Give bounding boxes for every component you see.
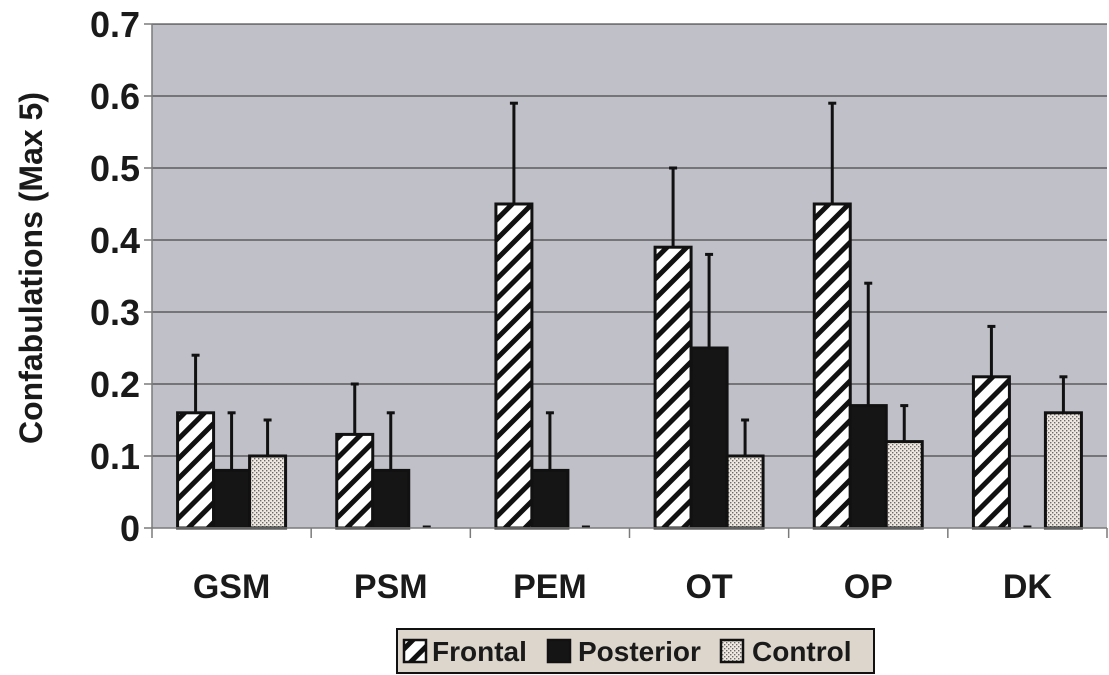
legend-swatch-frontal (402, 638, 428, 664)
bar-control-ot (725, 454, 765, 530)
x-tick-label: GSM (193, 568, 270, 606)
bar-frontal-dk (971, 375, 1011, 530)
legend: Frontal Posterior Control (396, 628, 875, 674)
bar-frontal-ot (653, 245, 693, 530)
bar-frontal-gsm (176, 411, 216, 530)
bar-posterior-op (848, 404, 888, 530)
bar-control-op (884, 440, 924, 530)
y-tick-label: 0.1 (90, 436, 140, 477)
y-tick-labels: 0 0.1 0.2 0.3 0.4 0.5 0.6 0.7 (90, 4, 140, 549)
bar-posterior-pem (530, 468, 570, 530)
plot-area (152, 24, 1107, 528)
bars-layer (176, 202, 1083, 530)
legend-label-control: Control (752, 636, 852, 667)
y-tick-label: 0.7 (90, 4, 140, 45)
x-tick-label: OP (844, 568, 893, 606)
y-axis-title: Confabulations (Max 5) (13, 92, 49, 444)
gridlines (152, 23, 1107, 457)
y-tick-label: 0.3 (90, 292, 140, 333)
legend-box (396, 628, 875, 674)
x-tick-label: PEM (513, 568, 587, 606)
y-tick-label: 0.2 (90, 364, 140, 405)
y-tick-label: 0.4 (90, 220, 140, 261)
y-tick-label: 0 (120, 508, 140, 549)
x-tick-labels: GSM PSM PEM OT OP DK (193, 568, 1053, 606)
legend-swatch-posterior (546, 638, 572, 664)
legend-label-posterior: Posterior (578, 636, 701, 667)
bar-frontal-pem (494, 202, 534, 530)
x-tick-label: PSM (354, 568, 428, 606)
bar-posterior-gsm (212, 468, 252, 530)
axes-layer (144, 23, 1108, 538)
y-tick-label: 0.5 (90, 148, 140, 189)
x-tick-label: OT (685, 568, 732, 606)
bar-frontal-psm (335, 432, 375, 530)
x-tick-label: DK (1003, 568, 1053, 606)
bar-posterior-psm (371, 468, 411, 530)
y-tick-label: 0.6 (90, 76, 140, 117)
legend-label-frontal: Frontal (432, 636, 527, 667)
bar-control-gsm (248, 454, 288, 530)
legend-swatch-control (719, 638, 745, 664)
bar-control-dk (1043, 411, 1083, 530)
error-bars-layer (191, 101, 1068, 529)
bar-posterior-ot (689, 346, 729, 530)
bar-frontal-op (812, 202, 852, 530)
